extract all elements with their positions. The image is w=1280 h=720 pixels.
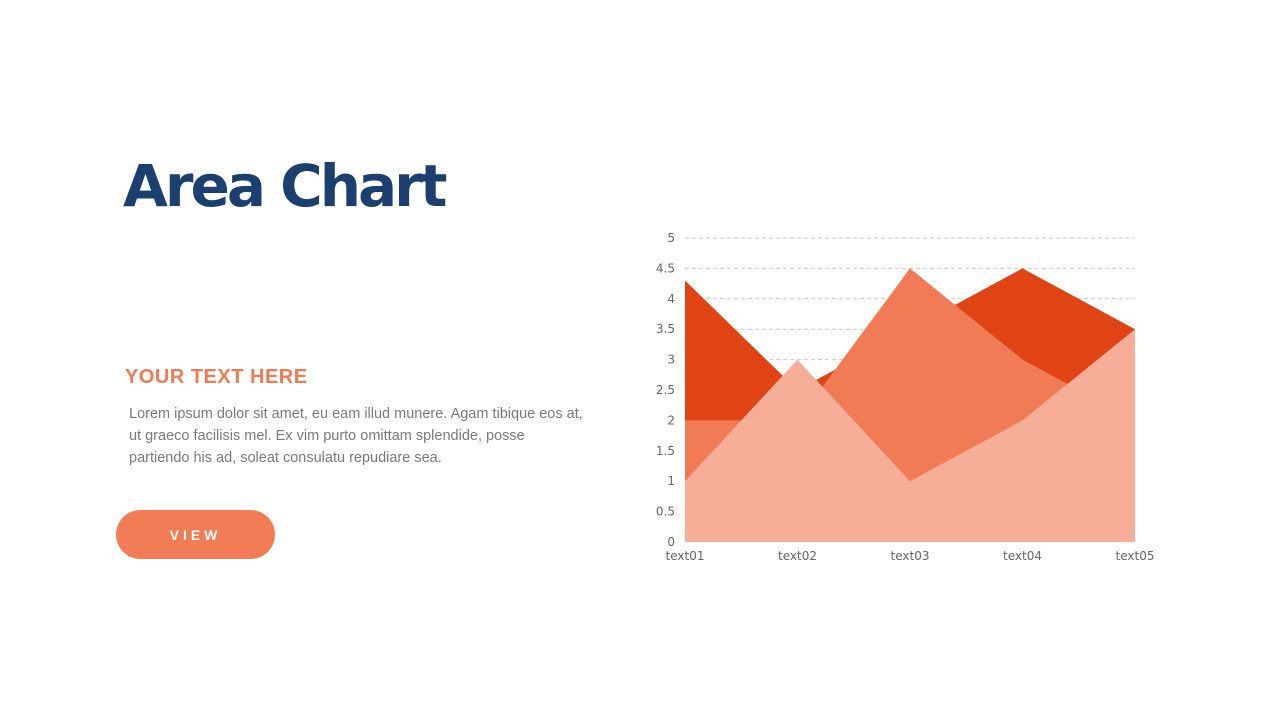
y-tick-label: 4.5 — [656, 261, 675, 275]
x-axis-ticks: text01 text02 text03 text04 text05 — [666, 549, 1155, 563]
y-tick-label: 5 — [667, 231, 675, 245]
slide-title: Area Chart — [123, 152, 447, 220]
y-tick-label: 3 — [667, 353, 675, 367]
y-tick-label: 1.5 — [656, 444, 675, 458]
area-chart: 0 0.5 1 1.5 2 2.5 3 3.5 4 4.5 5 text01 text02 text03… — [656, 231, 1155, 563]
x-tick-label: text03 — [891, 549, 930, 563]
body-paragraph: Lorem ipsum dolor sit amet, eu eam illud… — [129, 406, 583, 466]
area-series-3 — [685, 329, 1135, 542]
y-tick-label: 0 — [667, 535, 675, 549]
y-tick-label: 2 — [667, 413, 675, 427]
y-tick-label: 1 — [667, 474, 675, 488]
x-tick-label: text01 — [666, 549, 705, 563]
y-axis-ticks: 0 0.5 1 1.5 2 2.5 3 3.5 4 4.5 5 — [656, 231, 675, 549]
y-tick-label: 3.5 — [656, 322, 675, 336]
view-button[interactable]: VIEW — [116, 510, 275, 559]
slide-subtitle: YOUR TEXT HERE — [125, 366, 308, 388]
y-tick-label: 0.5 — [656, 505, 675, 519]
area-series-group — [685, 268, 1135, 542]
y-tick-label: 4 — [667, 292, 675, 306]
x-tick-label: text04 — [1003, 549, 1042, 563]
y-tick-label: 2.5 — [656, 383, 675, 397]
x-tick-label: text02 — [778, 549, 817, 563]
x-tick-label: text05 — [1116, 549, 1155, 563]
